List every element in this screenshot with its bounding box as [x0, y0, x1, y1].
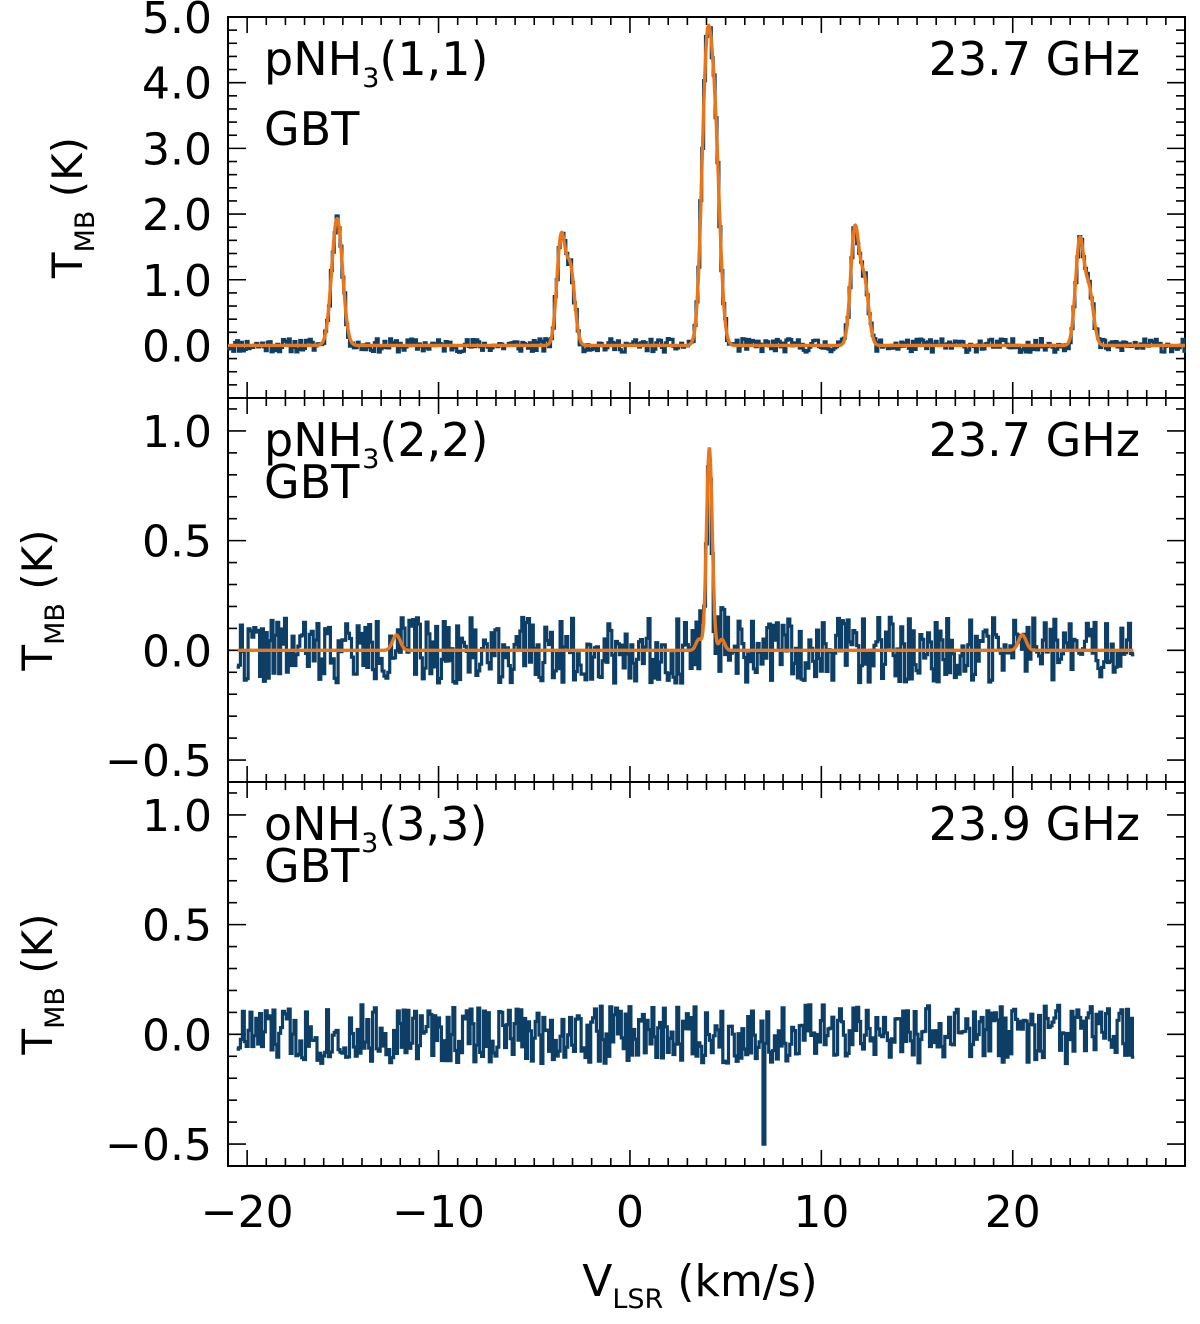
y-tick-label: 1.0 [142, 791, 212, 842]
x-tick-label: 20 [985, 1187, 1041, 1238]
y-tick-label: 2.0 [142, 190, 212, 241]
y-axis-label-rest: (K) [13, 913, 62, 987]
molecule-label-main: pNH [264, 32, 362, 86]
x-tick-label: 0 [616, 1187, 644, 1238]
x-tick-label: −20 [201, 1187, 294, 1238]
frequency-label: 23.7 GHz [929, 413, 1140, 467]
y-tick-label: 5.0 [142, 0, 212, 44]
y-axis-label: TMB (K) [43, 137, 101, 279]
y-tick-label: 1.0 [142, 256, 212, 307]
y-tick-label: 1.0 [142, 407, 212, 458]
molecule-label-main: pNH [264, 413, 362, 467]
y-tick-label: 4.0 [142, 59, 212, 110]
molecule-label-sub: 3 [362, 63, 379, 94]
molecule-label: pNH3(1,1) [264, 32, 488, 94]
x-axis-label-rest: (km/s) [663, 1256, 817, 1307]
telescope-label: GBT [264, 455, 360, 509]
molecule-label-rest: (1,1) [379, 32, 488, 86]
molecule-label-sub: 3 [362, 444, 379, 475]
molecule-label-sub: 3 [361, 828, 378, 859]
frequency-label: 23.9 GHz [929, 797, 1140, 851]
y-axis-label-main: T [13, 1029, 62, 1056]
y-axis-label: TMB (K) [13, 913, 71, 1055]
y-tick-label: −0.5 [105, 1120, 212, 1171]
y-axis-label-sub: MB [70, 211, 101, 253]
observed-spectrum-o33 [236, 1003, 1135, 1146]
y-tick-label: 0.0 [142, 1010, 212, 1061]
y-axis-label-rest: (K) [13, 529, 62, 603]
panel-p11: 0.0 1.0 2.0 3.0 4.0 5.0 TMB (K) pNH3(1,1) GBT 23.… [43, 0, 1186, 399]
x-axis: −20 −10 0 10 20 VLSR (km/s) [201, 1187, 1041, 1315]
x-axis-label-sub: LSR [612, 1284, 663, 1315]
y-tick-label: 0.5 [142, 517, 212, 568]
x-tick-label: 10 [793, 1187, 849, 1238]
y-axis-label-main: T [43, 252, 92, 279]
y-tick-label: 0.0 [142, 626, 212, 677]
y-tick-label: −0.5 [105, 736, 212, 787]
telescope-label: GBT [264, 102, 360, 156]
x-axis-label-main: V [582, 1256, 612, 1307]
y-tick-label: 0.5 [142, 901, 212, 952]
y-tick-label: 3.0 [142, 124, 212, 175]
y-axis-label-sub: MB [40, 603, 71, 645]
telescope-label: GBT [264, 839, 360, 893]
y-axis-label: TMB (K) [13, 529, 71, 671]
molecule-label-rest: (3,3) [378, 797, 487, 851]
x-axis-label: VLSR (km/s) [582, 1256, 817, 1315]
y-axis-label-main: T [13, 645, 62, 672]
frequency-label: 23.7 GHz [929, 32, 1140, 86]
fit-curve-p22 [237, 447, 1134, 652]
y-axis-label-rest: (K) [43, 137, 92, 211]
y-axis-label-sub: MB [40, 987, 71, 1029]
molecule-label: pNH3(2,2) [264, 413, 488, 475]
molecule-label: oNH3(3,3) [264, 797, 487, 859]
molecule-label-main: oNH [264, 797, 361, 851]
fit-curve-p11 [228, 23, 1185, 348]
x-tick-label: −10 [392, 1187, 485, 1238]
observed-spectrum-p22 [236, 465, 1135, 685]
molecule-label-rest: (2,2) [379, 413, 488, 467]
y-tick-label: 0.0 [142, 321, 212, 372]
